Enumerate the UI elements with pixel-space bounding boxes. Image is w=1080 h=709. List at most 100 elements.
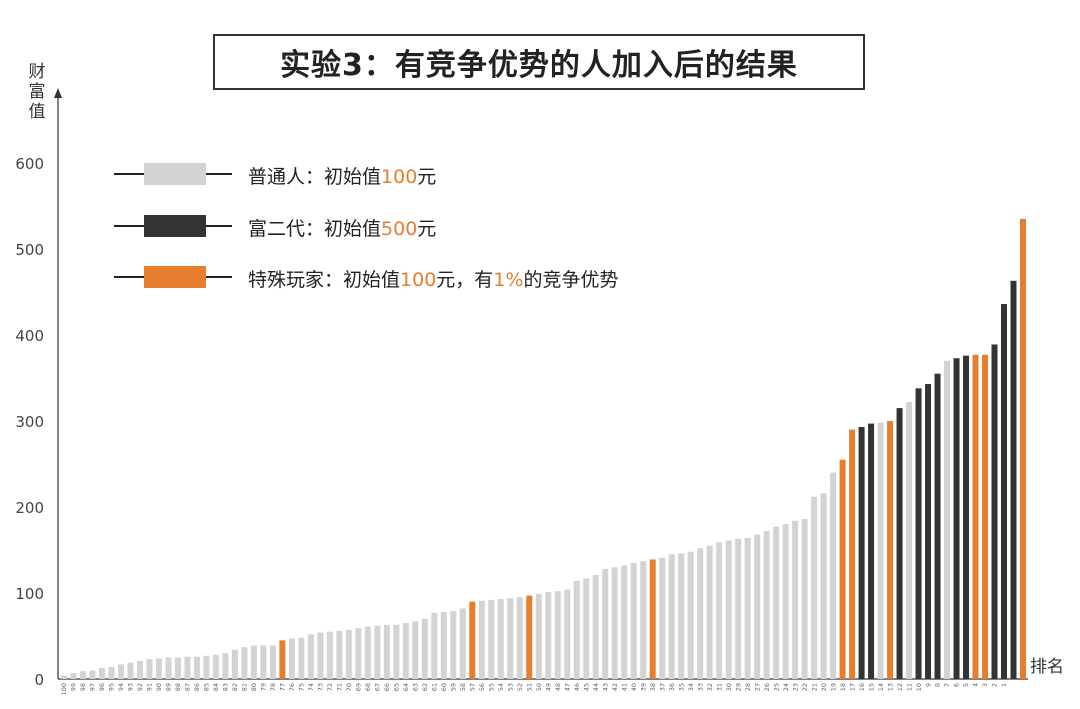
bar [459,608,466,679]
bar [887,421,894,679]
bar [754,534,761,679]
bar [801,519,808,679]
x-tick-label: 33 [696,683,704,691]
x-tick-label: 59 [450,683,458,691]
bar [526,595,533,679]
bar [146,659,153,679]
x-tick-label: 50 [535,683,543,691]
x-tick-label: 83 [222,683,230,691]
bar [184,656,191,679]
bar [89,670,96,679]
bar [374,625,381,679]
bar [1010,280,1017,679]
bar [820,493,827,679]
bar [716,542,723,679]
bar [1020,218,1026,679]
bar [659,557,666,679]
bar [507,598,514,679]
x-tick-label: 18 [839,683,847,691]
bar [830,472,837,679]
x-tick-label: 35 [677,683,685,691]
bar [136,660,143,679]
x-tick-label: 48 [554,683,562,691]
x-tick-label: 66 [383,683,391,691]
bar [963,355,970,679]
bar [640,561,647,679]
bar [279,640,286,679]
bar [792,520,799,679]
bar [383,624,390,679]
bar [165,657,172,679]
bar [260,645,267,679]
x-tick-label: 64 [402,683,410,691]
bar [61,675,67,679]
bar [725,540,732,679]
bar [98,667,105,679]
bar [203,655,210,679]
x-tick-label: 88 [174,683,182,691]
x-tick-label: 77 [279,683,287,691]
x-tick-label: 52 [516,683,524,691]
x-tick-label: 89 [165,683,173,691]
bar [108,666,115,679]
bar [1001,304,1008,679]
x-tick-label: 42 [611,683,619,691]
x-tick-label: 71 [336,683,344,691]
x-tick-label: 21 [810,683,818,691]
bar [516,597,523,679]
x-tick-label: 5 [962,683,970,687]
bar [982,354,989,679]
bar [393,624,400,679]
bar [336,630,343,679]
x-tick-label: 37 [658,683,666,691]
x-tick-label: 70 [345,683,353,691]
x-tick-label: 57 [468,683,476,691]
bar [573,580,580,679]
bar [212,654,219,679]
x-tick-label: 60 [440,683,448,691]
bar [241,647,248,679]
bar [592,574,599,679]
bar [583,578,590,679]
x-tick-label: 1 [1000,683,1008,687]
x-tick-label: 38 [649,683,657,691]
x-tick-label: 25 [772,683,780,691]
x-tick-label: 58 [459,683,467,691]
x-tick-label: 27 [753,683,761,691]
bar [773,526,780,679]
x-tick-label: 100 [60,683,68,695]
x-tick-label: 19 [829,683,837,691]
bar [412,621,419,679]
bar [630,562,637,679]
bar [174,657,181,679]
x-tick-label: 17 [848,683,856,691]
x-tick-label: 24 [782,683,790,691]
bar [602,568,609,679]
x-tick-label: 29 [734,683,742,691]
bar [545,592,552,679]
x-tick-label: 20 [820,683,828,691]
x-tick-label: 96 [98,683,106,691]
y-tick-label: 100 [15,585,44,603]
x-tick-label: 91 [146,683,154,691]
bar [554,591,561,679]
x-tick-label: 55 [487,683,495,691]
bar [763,531,770,679]
bar [621,565,628,679]
bar [868,423,875,679]
x-tick-label: 6 [953,683,961,687]
x-tick-label: 23 [791,683,799,691]
bar [906,402,913,679]
y-axis-arrow-icon [54,88,62,98]
x-tick-label: 4 [972,683,980,687]
bar [858,427,865,679]
bar [269,645,276,679]
bar [849,429,856,679]
y-tick-label: 500 [15,241,44,259]
x-tick-label: 99 [70,683,78,691]
bar [231,649,238,679]
chart-title: 实验3：有竞争优势的人加入后的结果 [280,48,798,83]
x-tick-label: 40 [630,683,638,691]
x-tick-label: 16 [858,683,866,691]
